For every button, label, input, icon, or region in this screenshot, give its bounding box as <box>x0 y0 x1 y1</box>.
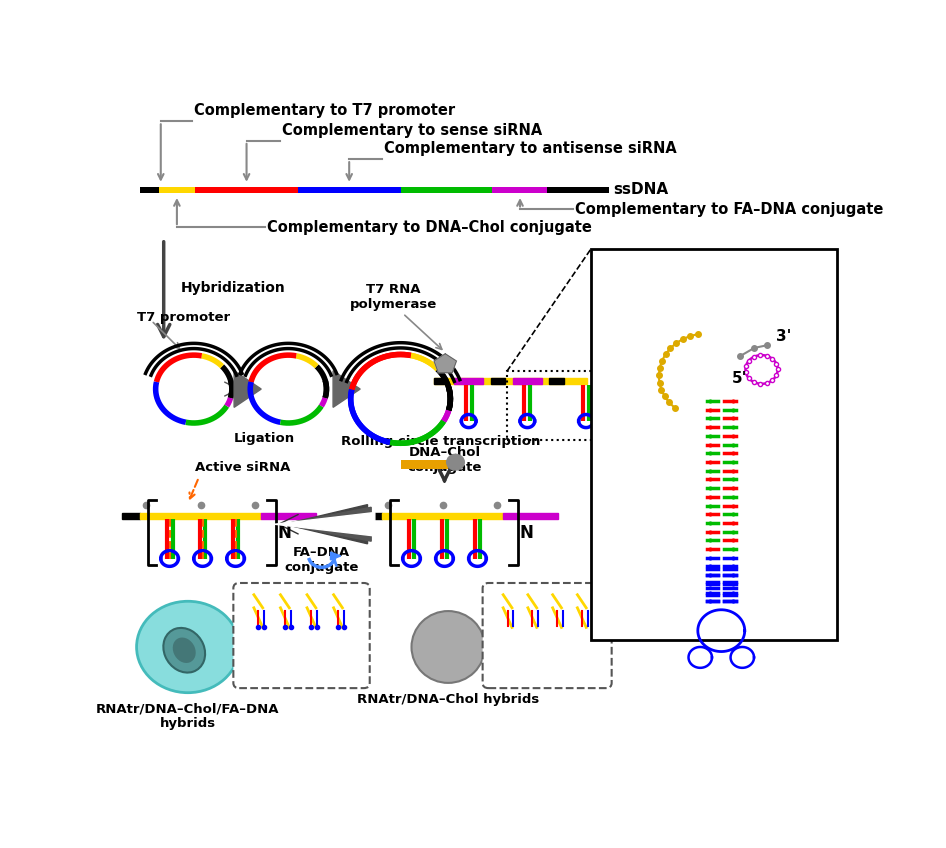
Bar <box>140 187 159 193</box>
Bar <box>454 378 483 384</box>
Polygon shape <box>283 507 371 541</box>
Bar <box>159 187 195 193</box>
Bar <box>513 378 542 384</box>
Bar <box>492 187 547 193</box>
Text: Complementary to FA–DNA conjugate: Complementary to FA–DNA conjugate <box>575 202 884 217</box>
Text: Complementary to DNA–Chol conjugate: Complementary to DNA–Chol conjugate <box>267 220 592 235</box>
Bar <box>261 513 316 519</box>
Text: Complementary to antisense siRNA: Complementary to antisense siRNA <box>384 141 677 156</box>
Bar <box>195 187 298 193</box>
Text: Ligation: Ligation <box>234 432 294 444</box>
Text: N: N <box>519 524 534 542</box>
Ellipse shape <box>164 628 205 672</box>
Text: RNAtr/DNA–Chol hybrids: RNAtr/DNA–Chol hybrids <box>357 693 539 706</box>
Polygon shape <box>330 552 341 560</box>
Polygon shape <box>274 512 375 536</box>
Bar <box>122 513 140 519</box>
FancyBboxPatch shape <box>234 583 370 688</box>
Bar <box>364 513 382 519</box>
Polygon shape <box>357 360 445 438</box>
Ellipse shape <box>412 611 485 683</box>
Bar <box>298 187 400 193</box>
Bar <box>503 513 558 519</box>
Text: ssDNA: ssDNA <box>613 182 668 198</box>
Text: RNAtr/DNA–Chol/FA–DNA
hybrids: RNAtr/DNA–Chol/FA–DNA hybrids <box>96 702 280 730</box>
Bar <box>433 378 447 384</box>
Text: T7 RNA
polymerase: T7 RNA polymerase <box>350 282 437 310</box>
Polygon shape <box>234 371 261 407</box>
Circle shape <box>138 603 237 691</box>
Bar <box>400 460 448 469</box>
Text: T7 promoter: T7 promoter <box>136 310 230 324</box>
Text: 5': 5' <box>732 371 747 386</box>
Text: 3': 3' <box>777 329 792 344</box>
Bar <box>591 248 836 640</box>
Polygon shape <box>333 371 360 407</box>
Bar <box>507 371 660 440</box>
Polygon shape <box>285 505 367 544</box>
Bar <box>547 187 609 193</box>
Bar <box>382 513 503 519</box>
Bar <box>400 187 492 193</box>
Text: Complementary to sense siRNA: Complementary to sense siRNA <box>282 123 542 137</box>
Text: Complementary to T7 promoter: Complementary to T7 promoter <box>194 103 455 118</box>
Text: DNA–Chol
conjugate: DNA–Chol conjugate <box>408 446 482 474</box>
Bar <box>140 513 261 519</box>
Bar <box>491 378 505 384</box>
Text: Rolling circle transcription: Rolling circle transcription <box>342 435 540 448</box>
Ellipse shape <box>173 638 196 663</box>
Text: FA–DNA
conjugate: FA–DNA conjugate <box>285 546 359 574</box>
FancyBboxPatch shape <box>482 583 612 688</box>
Bar <box>550 378 564 384</box>
Bar <box>433 378 587 384</box>
Circle shape <box>447 455 464 470</box>
Text: Hybridization: Hybridization <box>181 281 286 295</box>
Text: N: N <box>277 524 291 542</box>
Text: Active siRNA: Active siRNA <box>195 461 290 474</box>
Polygon shape <box>434 354 456 373</box>
